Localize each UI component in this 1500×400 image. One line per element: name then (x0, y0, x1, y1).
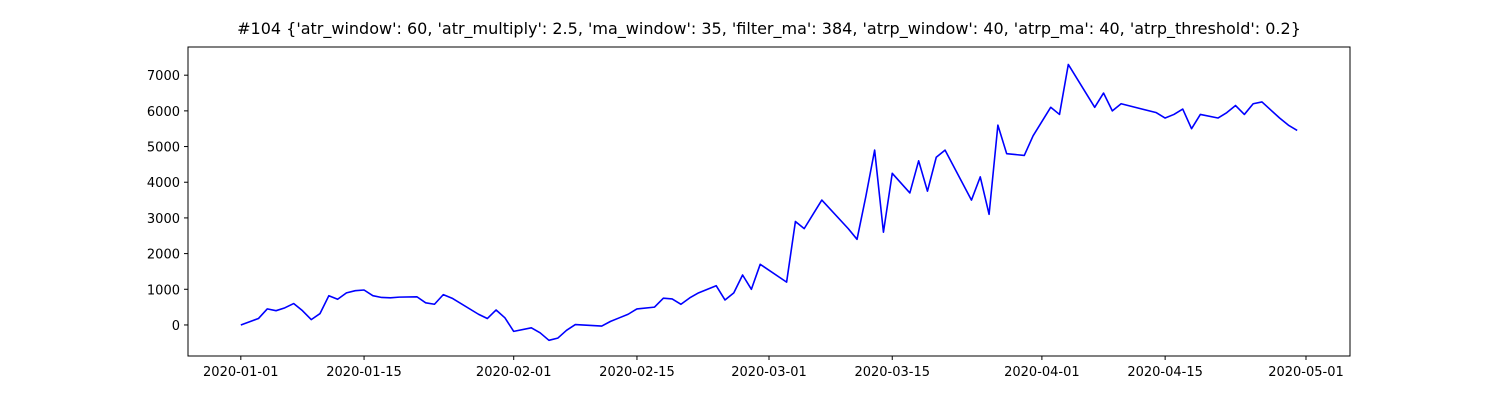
chart-title: #104 {'atr_window': 60, 'atr_multiply': … (237, 19, 1301, 39)
y-tick-label: 5000 (147, 141, 180, 156)
x-tick-label: 2020-04-15 (1127, 365, 1203, 380)
y-tick-label: 1000 (147, 283, 180, 298)
x-tick-label: 2020-01-15 (326, 365, 402, 380)
x-tick-label: 2020-04-01 (1004, 365, 1080, 380)
y-tick-label: 3000 (147, 212, 180, 227)
x-tick-label: 2020-03-01 (731, 365, 807, 380)
x-tick-label: 2020-02-15 (599, 365, 675, 380)
plot-frame (187, 46, 1351, 357)
x-tick-label: 2020-01-01 (203, 365, 279, 380)
line-series (240, 63, 1298, 342)
y-tick-label: 4000 (147, 176, 180, 191)
y-tick-label: 6000 (147, 105, 180, 120)
x-tick-label: 2020-02-01 (476, 365, 552, 380)
y-tick-label: 7000 (147, 69, 180, 84)
x-tick-label: 2020-03-15 (854, 365, 930, 380)
y-tick-label: 0 (172, 319, 180, 334)
x-tick-label: 2020-05-01 (1268, 365, 1344, 380)
y-tick-label: 2000 (147, 248, 180, 263)
